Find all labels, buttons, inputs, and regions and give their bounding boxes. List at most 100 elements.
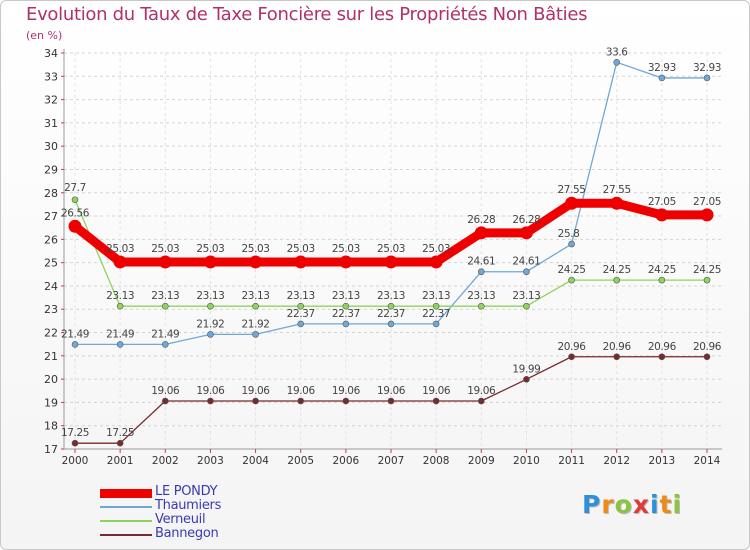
data-label-verneuil: 24.25 <box>648 264 676 276</box>
logo-letter: t <box>659 490 673 519</box>
data-label-le-pondy: 25.03 <box>242 243 270 255</box>
y-tick-label: 25 <box>44 257 58 270</box>
data-point-verneuil <box>297 302 305 310</box>
data-label-bannegon: 19.06 <box>377 385 406 397</box>
data-label-bannegon: 19.06 <box>242 385 271 397</box>
data-point-le-pondy <box>610 196 624 210</box>
x-tick-label: 2014 <box>694 455 721 467</box>
data-point-thaumiers <box>297 320 305 328</box>
data-label-bannegon: 20.96 <box>603 341 632 353</box>
data-label-verneuil: 23.13 <box>196 290 224 302</box>
data-point-verneuil <box>613 276 621 284</box>
data-label-le-pondy: 25.03 <box>377 243 405 255</box>
data-point-bannegon <box>207 397 214 405</box>
data-label-bannegon: 19.99 <box>512 363 540 375</box>
y-axis-unit-label: (en %) <box>26 29 63 42</box>
data-label-thaumiers: 22.37 <box>332 308 360 320</box>
data-point-le-pondy <box>429 255 443 269</box>
y-tick-label: 31 <box>44 117 58 130</box>
x-tick-label: 2009 <box>468 455 495 467</box>
data-point-le-pondy <box>294 255 308 269</box>
data-label-bannegon: 19.06 <box>151 385 180 397</box>
legend-swatch-verneuil <box>100 520 152 522</box>
data-point-verneuil <box>207 302 214 310</box>
data-label-le-pondy: 25.03 <box>151 243 179 255</box>
y-tick-label: 33 <box>44 70 58 83</box>
data-label-le-pondy: 25.03 <box>287 243 315 255</box>
data-point-bannegon <box>252 397 259 405</box>
data-label-verneuil: 23.13 <box>287 290 315 302</box>
x-tick-label: 2007 <box>378 455 405 467</box>
x-tick-label: 2013 <box>648 455 675 467</box>
y-tick-label: 29 <box>44 163 58 176</box>
data-point-verneuil <box>71 196 79 204</box>
y-tick-label: 18 <box>44 420 58 433</box>
data-label-bannegon: 17.25 <box>61 427 89 439</box>
y-tick-label: 27 <box>44 210 58 223</box>
data-label-verneuil: 23.13 <box>106 290 134 302</box>
data-label-le-pondy: 25.03 <box>196 243 224 255</box>
data-point-le-pondy <box>565 196 579 210</box>
data-point-le-pondy <box>158 255 172 269</box>
data-label-verneuil: 24.25 <box>603 264 631 276</box>
data-point-thaumiers <box>387 320 395 328</box>
x-tick-label: 2003 <box>197 455 224 467</box>
data-label-bannegon: 20.96 <box>558 341 587 353</box>
data-label-verneuil: 27.7 <box>64 182 86 194</box>
data-label-thaumiers: 32.93 <box>693 62 721 74</box>
x-tick-label: 2002 <box>152 455 179 467</box>
data-point-verneuil <box>703 276 711 284</box>
data-label-verneuil: 23.13 <box>332 290 360 302</box>
data-label-bannegon: 20.96 <box>693 341 722 353</box>
data-point-bannegon <box>71 439 79 447</box>
x-tick-label: 2006 <box>332 455 359 467</box>
y-tick-label: 26 <box>44 233 58 246</box>
y-tick-label: 30 <box>44 140 58 153</box>
y-tick-label: 19 <box>44 396 58 409</box>
data-label-thaumiers: 21.92 <box>242 318 270 330</box>
legend-label-verneuil: Verneuil <box>155 512 206 527</box>
data-label-le-pondy: 25.03 <box>106 243 134 255</box>
data-label-thaumiers: 25.8 <box>558 228 580 240</box>
legend-label-le-pondy: LE PONDY <box>155 484 218 499</box>
data-label-verneuil: 23.13 <box>151 290 179 302</box>
data-point-le-pondy <box>655 208 669 222</box>
data-point-thaumiers <box>613 59 621 66</box>
data-point-le-pondy <box>700 208 714 222</box>
data-point-verneuil <box>342 302 350 310</box>
y-tick-label: 28 <box>44 187 58 200</box>
data-point-le-pondy <box>68 219 82 233</box>
logo-letter: o <box>614 490 633 519</box>
data-label-verneuil: 23.13 <box>422 290 450 302</box>
chart-title: Evolution du Taux de Taxe Foncière sur l… <box>26 4 588 25</box>
data-point-bannegon <box>477 397 485 405</box>
legend-swatch-le-pondy <box>100 488 152 498</box>
y-tick-label: 21 <box>44 350 58 363</box>
data-point-bannegon <box>568 353 575 361</box>
data-label-thaumiers: 24.61 <box>512 256 540 268</box>
data-point-thaumiers <box>568 240 575 248</box>
x-tick-label: 2011 <box>558 455 585 467</box>
data-point-bannegon <box>342 397 350 405</box>
data-label-verneuil: 23.13 <box>377 290 405 302</box>
logo-letter: P <box>582 490 602 519</box>
data-point-bannegon <box>116 439 124 447</box>
data-label-le-pondy: 27.55 <box>603 184 631 196</box>
data-label-thaumiers: 22.37 <box>377 308 405 320</box>
data-label-thaumiers: 21.49 <box>61 328 89 340</box>
data-point-verneuil <box>658 276 666 284</box>
data-point-verneuil <box>116 302 124 310</box>
y-tick-label: 32 <box>44 94 58 107</box>
data-label-le-pondy: 26.28 <box>467 214 495 226</box>
data-label-thaumiers: 33.6 <box>606 46 628 58</box>
data-label-verneuil: 23.13 <box>467 290 495 302</box>
data-label-thaumiers: 21.92 <box>196 318 224 330</box>
data-label-bannegon: 17.25 <box>106 427 134 439</box>
y-tick-label: 23 <box>44 303 58 316</box>
data-point-le-pondy <box>339 255 353 269</box>
data-point-thaumiers <box>71 341 79 348</box>
data-point-verneuil <box>568 276 575 284</box>
data-point-le-pondy <box>113 255 127 269</box>
